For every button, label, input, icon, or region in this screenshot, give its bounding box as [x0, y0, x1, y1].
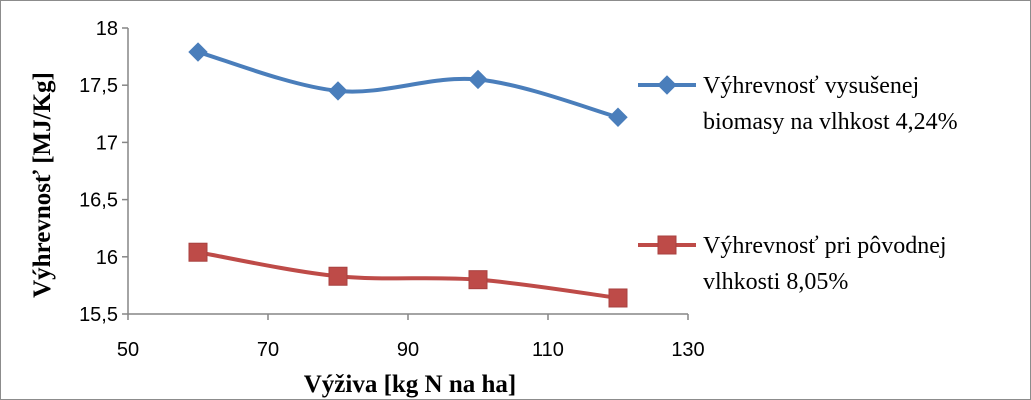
x-axis-title: Výživa [kg N na ha] [304, 371, 517, 398]
series-2-point [608, 288, 628, 308]
series-layer [188, 42, 628, 308]
legend-label-2: vlhkosti 8,05% [703, 269, 848, 295]
y-tick-label: 15,5 [79, 304, 118, 326]
series-1-point [188, 42, 208, 62]
y-tick-label: 16 [96, 247, 118, 269]
legend-label-2: Výhrevnosť pri pôvodnej [703, 233, 947, 259]
series-line-2 [197, 250, 619, 300]
y-tick-labels: 15,5 16 16,5 17 17,5 18 [79, 18, 118, 326]
legend-label-1: biomasy na vlhkost 4,24% [703, 109, 958, 135]
x-tick-label: 110 [532, 339, 564, 361]
y-tick-label: 17,5 [79, 75, 118, 97]
y-axis-title: Výhrevnosť [MJ/Kg] [29, 72, 56, 298]
series-1-point [608, 107, 628, 127]
axes [122, 27, 689, 320]
series-line-1 [197, 50, 619, 120]
legend-label-1: Výhrevnosť vysušenej [703, 73, 919, 99]
series-2-point [468, 270, 488, 290]
x-tick-label: 70 [257, 339, 279, 361]
series-1-point [328, 81, 348, 101]
series-2-point [328, 266, 348, 286]
legend: Výhrevnosť vysušenej biomasy na vlhkost 4… [638, 73, 958, 295]
series-2-point [188, 242, 208, 262]
x-tick-label: 50 [117, 339, 139, 361]
x-tick-label: 130 [671, 339, 704, 361]
y-tick-label: 17 [96, 132, 118, 154]
legend-marker-2 [657, 235, 677, 255]
x-tick-labels: 50 70 90 110 130 [117, 339, 705, 361]
series-1-point [468, 69, 488, 90]
y-tick-label: 16,5 [79, 190, 118, 212]
y-tick-label: 18 [96, 18, 118, 40]
legend-marker-1 [657, 75, 677, 95]
x-tick-label: 90 [397, 339, 419, 361]
